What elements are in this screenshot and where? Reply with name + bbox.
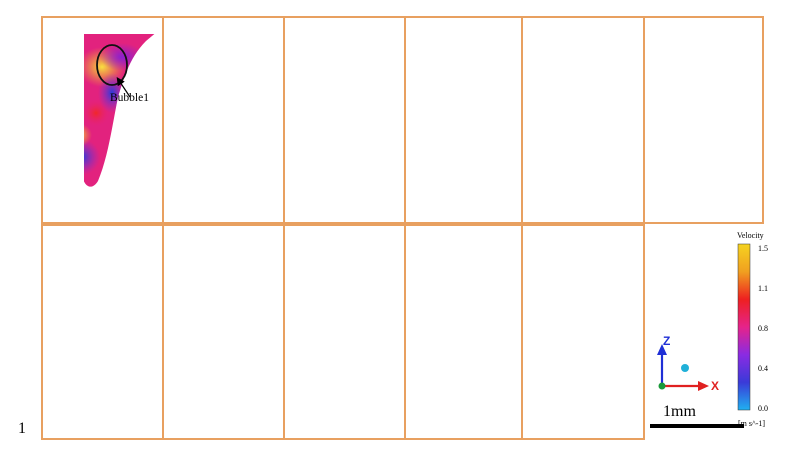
z-axis-label: Z (663, 334, 670, 348)
frame-panel: (8)Bubble1CaptureT1+0.7ms (162, 224, 285, 440)
scale-bar (650, 424, 744, 428)
frame-border (41, 224, 164, 440)
annotation-label: Bubble1 (110, 92, 149, 104)
frame-panel: (4)Bubble1BridgeMinimum velocityT1+0.3ms (404, 16, 523, 224)
z-arrowhead (657, 344, 667, 355)
page-number: 1 (18, 420, 26, 437)
frame-border (404, 224, 523, 440)
frame-border (283, 16, 406, 224)
colorbar-tick-label: 0.8 (758, 324, 768, 333)
frame-panel: (10)InvolveT1+1.1ms (404, 224, 523, 440)
velocity-colorbar: Velocity 1.5 1.1 0.8 0.4 0.0 [m s^-1] (737, 231, 768, 428)
frame-panel: (7)Bubble1BridgeT1+0.6ms (41, 224, 164, 440)
frame-panel: (3)Bubble1StretchMinimum velocityT1+0.2m… (283, 16, 406, 224)
annotation-arrow (116, 77, 131, 98)
frame-border (521, 224, 645, 440)
velocity-region (84, 139, 100, 175)
colorbar-ramp (737, 243, 751, 411)
axis-triad: Z X (657, 334, 719, 393)
colorbar-tick-label: 1.5 (758, 244, 768, 253)
velocity-region (84, 123, 92, 147)
frame-panel: (5)Bubble1Maximum velocityBubble2T1+0.4m… (521, 16, 645, 224)
frame-panel: (2)Bubble1Minimum velocityT1+0.1ms (162, 16, 285, 224)
frame-border (283, 224, 406, 440)
frame-panel: (9)Bubble1T1+1.0ms (283, 224, 406, 440)
colorbar-tick-label: 0.4 (758, 364, 768, 373)
colorbar-unit: [m s^-1] (738, 419, 765, 428)
y-axis-dot (658, 382, 666, 390)
frame-panel: (1)Bubble1T1 (41, 16, 164, 224)
x-axis-label: X (711, 379, 719, 393)
frame-border (162, 224, 285, 440)
colorbar-tick-label: 0.0 (758, 404, 768, 413)
x-arrowhead (698, 381, 709, 391)
frame-panel: (6)Bubble1StretchBubble2T1+0.5ms (643, 16, 764, 224)
colorbar-tick-label: 1.1 (758, 284, 768, 293)
scale-bar-label: 1mm (663, 403, 696, 420)
frame-border (643, 16, 764, 224)
colorbar-title: Velocity (737, 231, 764, 240)
frame-border (521, 16, 645, 224)
frame-panel: (11)CaptureT1+1.2ms (521, 224, 645, 440)
annotation-circle (96, 44, 128, 86)
legend-cell: Z X 1mm Velocity 1.5 1.1 0.8 0.4 0.0 [m s^-1… (650, 231, 768, 428)
frame-border (162, 16, 285, 224)
origin-marker (681, 364, 689, 372)
frame-border (404, 16, 523, 224)
